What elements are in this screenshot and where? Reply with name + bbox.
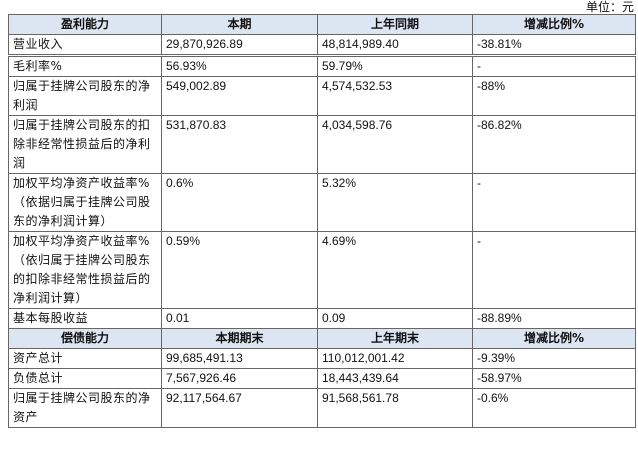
solvency-header-row: 偿债能力 本期期末 上年期末 增减比例%: [8, 328, 636, 349]
table-row: 基本每股收益 0.01 0.09 -88.89%: [8, 308, 636, 329]
previous-value: 18,443,439.64: [317, 368, 473, 389]
row-label: 归属于挂牌公司股东的扣除非经常性损益后的净利润: [8, 115, 162, 174]
header-cell: 本期: [161, 14, 318, 35]
table-row: 资产总计 99,685,491.13 110,012,001.42 -9.39%: [8, 348, 636, 369]
current-value: 0.01: [161, 308, 318, 329]
table-row: 归属于挂牌公司股东的扣除非经常性损益后的净利润 531,870.83 4,034…: [8, 115, 636, 174]
previous-value: 4,034,598.76: [317, 115, 473, 174]
row-label: 营业收入: [8, 34, 162, 56]
header-cell: 盈利能力: [8, 14, 162, 35]
change-value: -9.39%: [472, 348, 636, 369]
change-value: -38.81%: [472, 34, 636, 56]
table-row: 加权平均净资产收益率%（依归属于挂牌公司股东的扣除非经常性损益后的净利润计算） …: [8, 231, 636, 309]
current-value: 531,870.83: [161, 115, 318, 174]
current-value: 99,685,491.13: [161, 348, 318, 369]
header-cell: 偿债能力: [8, 328, 162, 349]
previous-value: 91,568,561.78: [317, 388, 473, 428]
row-label: 归属于挂牌公司股东的净资产: [8, 388, 162, 428]
previous-value: 4.69%: [317, 231, 473, 309]
row-label: 归属于挂牌公司股东的净利润: [8, 76, 162, 116]
change-value: -86.82%: [472, 115, 636, 174]
previous-value: 59.79%: [317, 55, 473, 77]
header-cell: 上年同期: [317, 14, 473, 35]
table-row: 加权平均净资产收益率%（依据归属于挂牌公司股东的净利润计算） 0.6% 5.32…: [8, 173, 636, 232]
row-label: 加权平均净资产收益率%（依据归属于挂牌公司股东的净利润计算）: [8, 173, 162, 232]
header-cell: 本期期末: [161, 328, 318, 349]
previous-value: 48,814,989.40: [317, 34, 473, 56]
change-value: -: [472, 173, 636, 232]
change-value: -: [472, 231, 636, 309]
change-value: -88%: [472, 76, 636, 116]
current-value: 0.6%: [161, 173, 318, 232]
financial-table: 盈利能力 本期 上年同期 增减比例% 营业收入 29,870,926.89 48…: [8, 14, 636, 428]
previous-value: 110,012,001.42: [317, 348, 473, 369]
change-value: -88.89%: [472, 308, 636, 329]
previous-value: 5.32%: [317, 173, 473, 232]
change-value: -0.6%: [472, 388, 636, 428]
row-label: 加权平均净资产收益率%（依归属于挂牌公司股东的扣除非经常性损益后的净利润计算）: [8, 231, 162, 309]
table-row: 毛利率% 56.93% 59.79% -: [8, 55, 636, 77]
unit-label: 单位：元: [585, 0, 634, 14]
table-row: 归属于挂牌公司股东的净利润 549,002.89 4,574,532.53 -8…: [8, 76, 636, 116]
current-value: 7,567,926.46: [161, 368, 318, 389]
header-cell: 增减比例%: [472, 14, 636, 35]
current-value: 549,002.89: [161, 76, 318, 116]
previous-value: 4,574,532.53: [317, 76, 473, 116]
current-value: 92,117,564.67: [161, 388, 318, 428]
row-label: 负债总计: [8, 368, 162, 389]
table-row: 归属于挂牌公司股东的净资产 92,117,564.67 91,568,561.7…: [8, 388, 636, 428]
previous-value: 0.09: [317, 308, 473, 329]
table-row: 负债总计 7,567,926.46 18,443,439.64 -58.97%: [8, 368, 636, 389]
current-value: 0.59%: [161, 231, 318, 309]
current-value: 56.93%: [161, 55, 318, 77]
change-value: -58.97%: [472, 368, 636, 389]
row-label: 基本每股收益: [8, 308, 162, 329]
row-label: 毛利率%: [8, 55, 162, 77]
change-value: -: [472, 55, 636, 77]
profit-header-row: 盈利能力 本期 上年同期 增减比例%: [8, 14, 636, 35]
row-label: 资产总计: [8, 348, 162, 369]
current-value: 29,870,926.89: [161, 34, 318, 56]
header-cell: 上年期末: [317, 328, 473, 349]
table-row: 营业收入 29,870,926.89 48,814,989.40 -38.81%: [8, 34, 636, 56]
header-cell: 增减比例%: [472, 328, 636, 349]
